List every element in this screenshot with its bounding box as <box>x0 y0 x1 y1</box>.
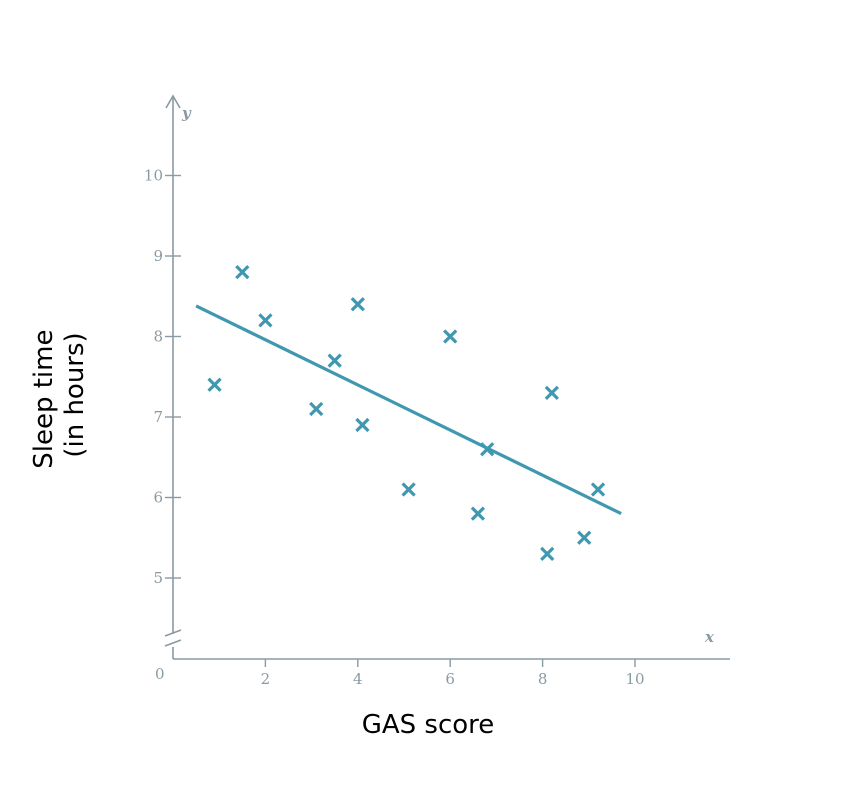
data-point <box>470 506 486 521</box>
x-tick-label: 2 <box>261 670 271 688</box>
origin-label: 0 <box>155 665 165 683</box>
data-point <box>577 530 592 545</box>
data-point <box>590 482 606 497</box>
trend-line <box>195 304 622 516</box>
y-axis-symbol: y <box>181 104 192 122</box>
x-axis-title: GAS score <box>362 710 495 740</box>
x-tick-label: 4 <box>353 670 363 688</box>
data-point <box>309 401 324 417</box>
ticks: 2 4 6 8 10 5 6 7 8 9 10 <box>144 167 645 689</box>
data-point <box>258 313 273 328</box>
x-tick-label: 6 <box>445 670 455 688</box>
data-point <box>540 546 555 561</box>
y-tick-label: 6 <box>153 489 163 507</box>
data-points <box>207 264 606 561</box>
data-point <box>544 385 559 400</box>
y-axis-title: Sleep time (in hours) <box>29 321 90 469</box>
y-axis-break-mark <box>164 629 182 637</box>
data-point <box>235 264 250 280</box>
y-axis-title-line-1: Sleep time <box>29 330 59 469</box>
y-axis-arrow <box>165 94 181 109</box>
data-point <box>350 297 365 312</box>
y-tick-label: 7 <box>153 408 163 426</box>
y-tick-label: 8 <box>153 328 163 346</box>
y-axis-title-line-2: (in hours) <box>60 332 90 457</box>
data-point <box>207 377 222 392</box>
x-tick-label: 8 <box>538 670 548 688</box>
data-point <box>355 417 370 433</box>
data-point <box>327 353 342 368</box>
axes: y x 0 <box>155 94 730 683</box>
data-point <box>480 442 495 457</box>
y-tick-label: 9 <box>153 247 163 265</box>
y-tick-label: 10 <box>144 167 163 185</box>
x-axis-symbol: x <box>704 628 715 646</box>
y-tick-label: 5 <box>153 569 163 587</box>
y-axis-break-mark <box>164 639 182 647</box>
data-point <box>401 482 416 497</box>
x-tick-label: 10 <box>625 670 644 688</box>
data-point <box>443 329 458 344</box>
